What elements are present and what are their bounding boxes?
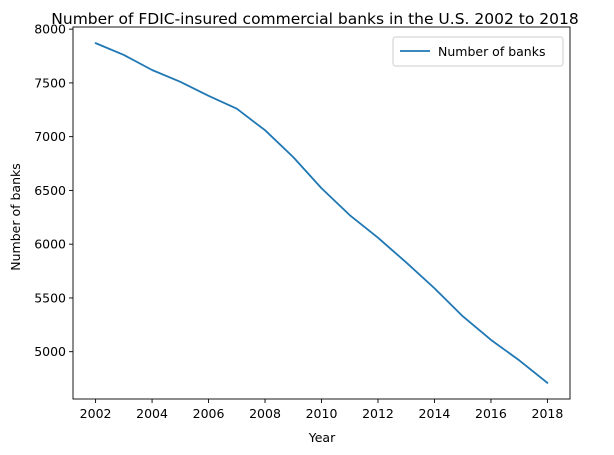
x-tick-label: 2014 [419,406,451,421]
legend: Number of banks [392,36,564,67]
y-tick-label: 6000 [34,237,66,252]
y-tick-label: 5000 [34,344,66,359]
y-tick-label: 6500 [34,183,66,198]
x-tick-label: 2008 [249,406,281,421]
y-axis-label: Number of banks [8,163,23,270]
x-tick-label: 2004 [136,406,168,421]
y-axis: 5000 5500 6000 6500 7000 7500 8000 [34,22,73,359]
x-axis: 2002 2004 2006 2008 2010 2012 2014 2016 2018 [80,399,564,421]
x-tick-label: 2018 [532,406,564,421]
y-tick-label: 7000 [34,129,66,144]
series-group [94,42,549,384]
chart-title: Number of FDIC-insured commercial banks … [51,10,578,28]
x-tick-label: 2006 [193,406,225,421]
y-tick-label: 5500 [34,290,66,305]
series-line [94,42,549,384]
x-tick-label: 2002 [80,406,112,421]
y-tick-label: 8000 [34,22,66,37]
x-tick-label: 2012 [362,406,394,421]
y-tick-label: 7500 [34,75,66,90]
x-tick-label: 2016 [475,406,507,421]
x-tick-label: 2010 [306,406,338,421]
legend-frame [392,36,564,67]
legend-label: Number of banks [438,44,545,59]
x-axis-label: Year [308,430,336,445]
